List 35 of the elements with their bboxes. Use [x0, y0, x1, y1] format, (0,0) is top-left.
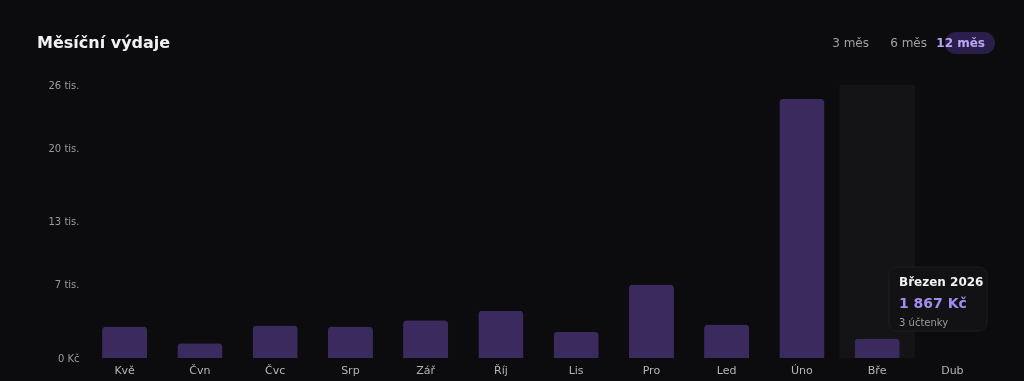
- bar: [704, 324, 750, 358]
- x-tick-label: Srp: [341, 363, 360, 377]
- annotation: 3 účtenky: [899, 317, 949, 328]
- bar: [628, 284, 674, 358]
- x-tick-label: Led: [716, 363, 737, 377]
- x-tick-label: Dub: [941, 363, 964, 377]
- x-tick-label: Kvě: [114, 363, 136, 377]
- bar: [177, 343, 223, 358]
- y-tick-label: 13 tis.: [48, 216, 80, 227]
- bar: [327, 326, 373, 358]
- x-tick-label: Bře: [867, 363, 887, 377]
- bar: [252, 325, 298, 358]
- x-tick-label: Lis: [568, 363, 584, 377]
- x-tick-label: Čvn: [189, 363, 211, 377]
- bar: [854, 338, 900, 358]
- annotation: Březen 2026: [899, 275, 984, 289]
- annotation: 1 867 Kč: [899, 295, 967, 311]
- x-tick-label: Pro: [642, 363, 661, 377]
- bar: [779, 98, 825, 358]
- bar: [102, 326, 148, 358]
- bar: [478, 310, 524, 358]
- chart-title: Měsíční výdaje: [37, 33, 171, 52]
- text: 6 měs: [890, 36, 927, 50]
- y-tick-label: 20 tis.: [48, 142, 80, 154]
- x-tick-label: Čvc: [265, 363, 286, 377]
- x-tick-label: Zář: [416, 363, 436, 377]
- y-tick-label: 0 Kč: [57, 352, 80, 364]
- y-tick-label: 26 tis.: [48, 79, 80, 91]
- bar: [403, 320, 449, 358]
- x-tick-label: Říj: [493, 363, 508, 377]
- bar: [553, 331, 599, 358]
- x-tick-label: Úno: [790, 363, 814, 377]
- text: 12 měs: [936, 36, 985, 50]
- text: 3 měs: [832, 36, 869, 50]
- y-tick-label: 7 tis.: [54, 279, 80, 290]
